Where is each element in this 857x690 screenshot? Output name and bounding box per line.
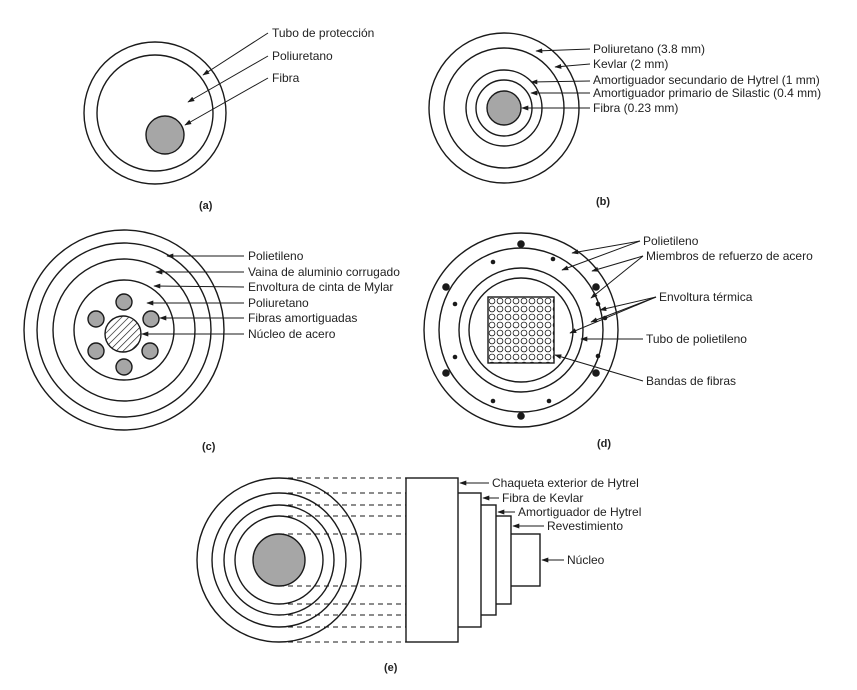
- label-c-buffered-fibers: Fibras amortiguadas: [248, 311, 357, 325]
- figure-a-arrows: [184, 32, 269, 126]
- label-e-hytrel-jacket: Chaqueta exterior de Hytrel: [492, 476, 639, 490]
- polyethylene-ring: [438, 247, 604, 413]
- arrow: [569, 296, 657, 334]
- label-e-hytrel-buffer: Amortiguador de Hytrel: [518, 505, 641, 519]
- arrow: [591, 255, 644, 272]
- label-b-silastic: Amortiguador primario de Silastic (0.4 m…: [593, 86, 821, 100]
- figure-e-end-view: [196, 477, 362, 643]
- label-e-cladding: Revestimiento: [547, 519, 623, 533]
- steel-strength-member: [592, 369, 600, 377]
- protection-tube-ring: [83, 41, 227, 185]
- steel-strength-member: [490, 398, 496, 404]
- arrow: [561, 240, 641, 271]
- polyurethane-ring: [73, 279, 175, 381]
- label-d-fiber-ribbons: Bandas de fibras: [646, 374, 736, 388]
- arrow: [554, 354, 644, 382]
- label-c-aluminum: Vaina de aluminio corrugado: [248, 265, 400, 279]
- steel-strength-member: [490, 259, 496, 265]
- label-e-core: Núcleo: [567, 553, 605, 567]
- steel-strength-member: [546, 398, 552, 404]
- label-c-polyethylene: Polietileno: [248, 249, 304, 263]
- figure-b-arrows: [521, 48, 591, 111]
- label-fiber: Fibra: [272, 71, 300, 85]
- steel-strength-member: [595, 301, 601, 307]
- steel-strength-member: [595, 353, 601, 359]
- steel-strength-member: [517, 240, 525, 248]
- figure-a-labels: Tubo de protección Poliuretano Fibra (a): [199, 26, 374, 212]
- label-d-thermal-wrap: Envoltura térmica: [659, 290, 753, 304]
- figure-b-labels: Poliuretano (3.8 mm) Kevlar (2 mm) Amort…: [593, 42, 821, 208]
- arrow: [599, 296, 657, 311]
- label-d-polyethylene: Polietileno: [643, 234, 699, 248]
- arrow: [530, 79, 591, 85]
- arrow: [554, 63, 591, 69]
- arrow: [202, 32, 269, 76]
- buffered-fiber: [115, 358, 133, 376]
- caption-e: (e): [384, 662, 398, 674]
- buffered-fiber: [87, 310, 105, 328]
- label-e-kevlar: Fibra de Kevlar: [502, 491, 583, 505]
- steel-strength-member: [452, 354, 458, 360]
- thermal-wrap-ring: [458, 267, 584, 393]
- figure-a: [83, 41, 227, 185]
- caption-c: (c): [202, 441, 216, 453]
- figure-c-arrows: [141, 253, 245, 337]
- hytrel-jacket-step: [405, 477, 459, 643]
- figure-e-side-view: [405, 477, 541, 643]
- steel-strength-member: [550, 256, 556, 262]
- label-b-polyurethane: Poliuretano (3.8 mm): [593, 42, 705, 56]
- arrow: [590, 255, 644, 299]
- buffered-fiber: [87, 342, 105, 360]
- figure-e-arrows: [459, 480, 564, 563]
- fiber-ribbon-stack: [487, 296, 555, 364]
- figure-d-steel-members: [442, 240, 608, 420]
- caption-b: (b): [596, 196, 610, 208]
- outer-polyethylene-ring: [423, 232, 619, 428]
- steel-strength-member: [442, 283, 450, 291]
- arrow: [184, 77, 269, 126]
- label-c-mylar: Envoltura de cinta de Mylar: [248, 280, 393, 294]
- figure-d-arrows: [554, 240, 657, 382]
- steel-strength-member: [442, 369, 450, 377]
- steel-strength-member: [452, 301, 458, 307]
- figure-e-labels: Chaqueta exterior de Hytrel Fibra de Kev…: [384, 476, 641, 674]
- label-b-hytrel: Amortiguador secundario de Hytrel (1 mm): [593, 73, 820, 87]
- label-protection-tube: Tubo de protección: [272, 26, 374, 40]
- mylar-tape-ring: [52, 258, 196, 402]
- arrow: [187, 55, 269, 103]
- label-polyurethane: Poliuretano: [272, 49, 333, 63]
- figure-d: [423, 232, 619, 428]
- fiber-core: [486, 90, 522, 126]
- figure-c-labels: Polietileno Vaina de aluminio corrugado …: [202, 249, 400, 453]
- buffered-fiber: [115, 293, 133, 311]
- arrow: [153, 283, 245, 289]
- buffered-fiber: [141, 342, 159, 360]
- figure-d-labels: Polietileno Miembros de refuerzo de acer…: [597, 234, 813, 450]
- polyethylene-ring: [23, 229, 225, 431]
- label-d-polyethylene-tube: Tubo de polietileno: [646, 332, 747, 346]
- caption-d: (d): [597, 438, 611, 450]
- steel-strength-member: [592, 283, 600, 291]
- steel-strength-member: [517, 412, 525, 420]
- figure-c: [23, 229, 225, 431]
- label-b-kevlar: Kevlar (2 mm): [593, 57, 668, 71]
- arrow: [571, 240, 641, 255]
- label-d-steel-members: Miembros de refuerzo de acero: [646, 249, 813, 263]
- label-c-steel-core: Núcleo de acero: [248, 327, 336, 341]
- steel-core: [104, 315, 142, 353]
- aluminum-sheath-ring: [36, 242, 212, 418]
- caption-a: (a): [199, 200, 213, 212]
- polyurethane-ring: [96, 54, 214, 172]
- label-b-fiber: Fibra (0.23 mm): [593, 101, 678, 115]
- buffered-fiber: [142, 310, 160, 328]
- core: [252, 533, 306, 587]
- fiber-core: [145, 115, 185, 155]
- arrow: [535, 48, 591, 54]
- label-c-polyurethane: Poliuretano: [248, 296, 309, 310]
